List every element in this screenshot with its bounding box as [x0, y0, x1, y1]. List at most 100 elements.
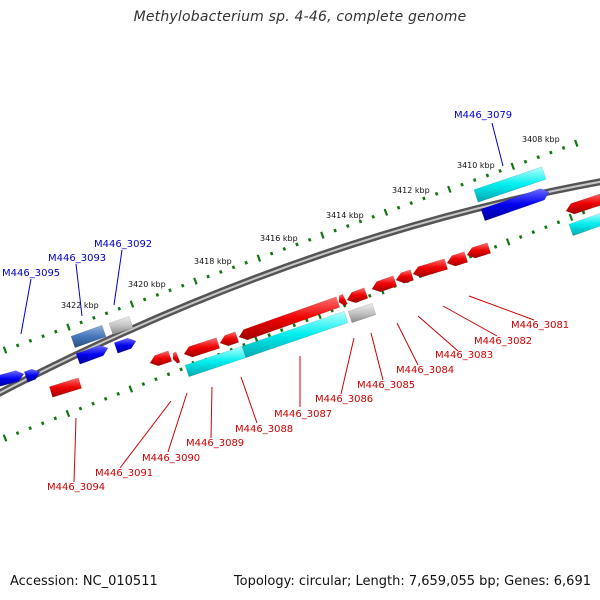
reverse-cds-arrow	[149, 350, 173, 367]
minor-tick	[498, 168, 502, 173]
minor-tick	[54, 329, 58, 334]
map-title: Methylobacterium sp. 4-46, complete geno…	[133, 9, 467, 25]
reverse-cds-arrow	[183, 337, 221, 358]
major-tick	[128, 385, 134, 393]
gene-label[interactable]: M446_3087	[274, 409, 332, 420]
major-tick	[2, 434, 8, 442]
major-tick	[193, 277, 198, 285]
minor-tick	[142, 297, 147, 302]
gene-label[interactable]: M446_3093	[48, 253, 106, 264]
minor-tick	[536, 155, 540, 160]
major-tick	[505, 238, 511, 246]
major-tick	[447, 185, 452, 193]
label-leader-lines	[20, 122, 535, 483]
minor-tick	[434, 191, 439, 196]
minor-tick	[40, 421, 45, 426]
leader-line	[75, 263, 83, 317]
minor-tick	[168, 288, 172, 293]
rna-feature	[241, 310, 349, 359]
leader-line	[113, 249, 123, 306]
minor-tick	[279, 328, 284, 333]
minor-tick	[493, 244, 498, 249]
gene-label[interactable]: M446_3090	[142, 453, 200, 464]
minor-tick	[305, 318, 309, 323]
gene-label[interactable]: M446_3095	[2, 268, 60, 279]
inner-tick-ruler	[2, 210, 586, 442]
minor-tick	[15, 431, 20, 436]
minor-tick	[231, 265, 236, 270]
minor-tick	[104, 311, 109, 316]
leader-line	[396, 322, 419, 366]
minor-tick	[409, 201, 414, 205]
minor-tick	[396, 205, 401, 210]
gene-label[interactable]: M446_3089	[186, 438, 244, 449]
minor-tick	[581, 210, 586, 215]
gene-label[interactable]: M446_3079	[454, 110, 512, 121]
minor-tick	[179, 367, 183, 372]
leader-line	[491, 122, 504, 167]
major-tick	[256, 254, 262, 262]
minor-tick	[117, 306, 122, 311]
minor-tick	[422, 196, 426, 201]
gene-label[interactable]: M446_3082	[474, 336, 532, 347]
gene-features	[0, 166, 600, 398]
reverse-cds-arrow	[412, 258, 448, 278]
forward-cds-arrow	[0, 370, 25, 387]
major-tick	[574, 139, 579, 148]
leader-line	[340, 337, 355, 395]
minor-tick	[523, 159, 528, 164]
ruler-label: 3414 kbp	[326, 211, 364, 220]
leader-line	[417, 315, 459, 352]
reverse-cds-arrow	[238, 296, 341, 341]
pseudogene-feature	[108, 315, 134, 336]
minor-tick	[141, 382, 146, 387]
minor-tick	[292, 323, 297, 328]
minor-tick	[549, 150, 553, 155]
gene-label[interactable]: M446_3081	[511, 320, 569, 331]
gene-label[interactable]: M446_3091	[95, 468, 153, 479]
major-tick	[65, 409, 71, 418]
minor-tick	[472, 178, 477, 183]
minor-tick	[155, 292, 160, 297]
minor-tick	[345, 224, 350, 228]
ruler-label: 3408 kbp	[522, 135, 560, 144]
minor-tick	[92, 315, 96, 320]
minor-tick	[79, 320, 83, 325]
outer-tick-ruler	[2, 139, 579, 354]
minor-tick	[269, 251, 274, 256]
leader-line	[119, 400, 172, 469]
ruler-label: 3422 kbp	[61, 301, 99, 310]
major-tick	[383, 208, 389, 216]
major-tick	[129, 300, 135, 308]
minor-tick	[307, 237, 312, 242]
leader-line	[442, 305, 498, 337]
major-tick	[568, 213, 574, 222]
gene-label[interactable]: M446_3088	[235, 424, 293, 435]
gene-label[interactable]: M446_3084	[396, 365, 454, 376]
leader-line	[167, 392, 188, 453]
minor-tick	[561, 145, 566, 150]
forward-cds-arrow	[75, 344, 109, 365]
ruler-label: 3410 kbp	[457, 161, 495, 170]
reverse-cds-arrow	[219, 331, 240, 347]
minor-tick	[244, 260, 248, 265]
minor-tick	[206, 274, 210, 279]
major-tick	[320, 231, 325, 239]
other-feature	[70, 324, 107, 349]
minor-tick	[531, 230, 536, 235]
gene-label[interactable]: M446_3085	[357, 380, 415, 391]
ruler-label: 3412 kbp	[392, 186, 430, 195]
rna-feature	[473, 166, 547, 203]
reverse-gene-labels: M446_3081 M446_3082 M446_3083 M446_3084 …	[47, 320, 569, 493]
reverse-cds-arrow	[466, 242, 492, 259]
forward-cds-arrow	[23, 368, 41, 383]
forward-gene-labels: M446_3079 M446_3092 M446_3093 M446_3095	[2, 110, 512, 279]
reverse-cds-arrow	[346, 287, 369, 304]
minor-tick	[267, 333, 271, 338]
gene-label[interactable]: M446_3092	[94, 239, 152, 250]
minor-tick	[53, 416, 58, 421]
gene-label[interactable]: M446_3086	[315, 394, 373, 405]
gene-label[interactable]: M446_3083	[435, 350, 493, 361]
gene-label[interactable]: M446_3094	[47, 482, 105, 493]
